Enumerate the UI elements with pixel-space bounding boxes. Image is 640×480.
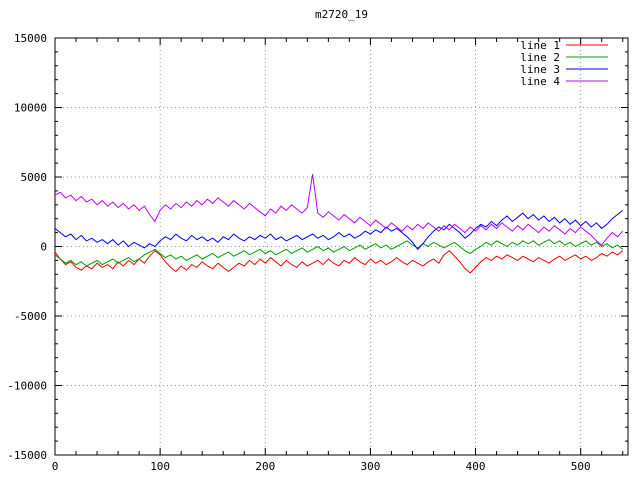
series-line-1 <box>54 250 624 274</box>
series-line-4 <box>54 174 624 246</box>
y-tick-label: 10000 <box>14 102 47 115</box>
y-tick-label: -15000 <box>7 449 47 462</box>
plot-border <box>54 37 629 456</box>
legend-label: line 4 <box>520 75 560 88</box>
x-tick-label: 0 <box>52 460 59 473</box>
chart-title: m2720_19 <box>315 8 368 21</box>
x-tick-label: 300 <box>360 460 380 473</box>
y-tick-label: -5000 <box>14 310 47 323</box>
series-line-2 <box>54 239 624 267</box>
x-tick-label: 500 <box>571 460 591 473</box>
y-tick-label: -10000 <box>7 380 47 393</box>
legend-label: line 2 <box>520 51 560 64</box>
x-tick-label: 400 <box>466 460 486 473</box>
series-line-3 <box>54 210 624 251</box>
x-tick-label: 100 <box>150 460 170 473</box>
legend-label: line 3 <box>520 63 560 76</box>
legend-label: line 1 <box>520 39 560 52</box>
y-tick-label: 0 <box>40 241 47 254</box>
y-tick-label: 5000 <box>21 171 48 184</box>
y-tick-label: 15000 <box>14 32 47 45</box>
x-tick-label: 200 <box>255 460 275 473</box>
